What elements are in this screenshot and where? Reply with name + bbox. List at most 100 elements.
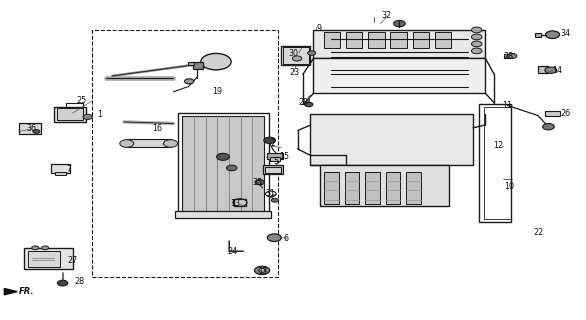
Circle shape [201, 53, 231, 70]
Bar [283, 47, 309, 64]
Circle shape [546, 31, 560, 38]
Text: 7: 7 [66, 165, 71, 174]
Bar [479, 105, 511, 222]
Circle shape [543, 124, 554, 130]
Bar [178, 113, 268, 215]
Text: 34: 34 [560, 28, 570, 38]
Bar [346, 32, 362, 48]
Text: 30: 30 [289, 49, 299, 58]
Bar [435, 32, 451, 48]
Circle shape [185, 79, 194, 84]
Text: 15: 15 [280, 152, 289, 161]
Circle shape [227, 165, 237, 171]
Bar [368, 32, 384, 48]
Text: FR.: FR. [19, 287, 35, 296]
Circle shape [258, 268, 265, 272]
Bar [28, 251, 60, 267]
Bar [263, 165, 283, 174]
Circle shape [507, 53, 517, 59]
Text: 32: 32 [381, 11, 391, 20]
Bar [265, 167, 281, 173]
Circle shape [42, 246, 49, 250]
Bar [321, 164, 449, 206]
Text: 33: 33 [258, 267, 268, 276]
Bar [23, 248, 73, 269]
Text: 24: 24 [227, 246, 237, 256]
Bar [538, 67, 548, 73]
Text: 31: 31 [265, 189, 275, 198]
Text: 28: 28 [504, 52, 514, 61]
Bar [55, 172, 66, 175]
Bar [483, 107, 512, 219]
Circle shape [120, 140, 134, 147]
Text: 12: 12 [493, 141, 503, 150]
Bar [233, 199, 246, 206]
Bar [311, 114, 473, 164]
Bar [281, 46, 311, 65]
Bar [324, 32, 340, 48]
Bar [188, 62, 194, 66]
Bar [19, 123, 41, 134]
Bar [182, 116, 264, 212]
Circle shape [271, 198, 278, 202]
Text: 26: 26 [560, 108, 570, 117]
Text: 19: 19 [212, 87, 222, 96]
Text: 16: 16 [152, 124, 162, 133]
Text: 2: 2 [270, 139, 275, 148]
Circle shape [163, 140, 178, 147]
Circle shape [472, 34, 482, 40]
Bar [345, 172, 359, 204]
Text: 29: 29 [298, 99, 309, 108]
Circle shape [32, 246, 39, 250]
Bar [270, 157, 280, 161]
Text: 1: 1 [97, 109, 102, 118]
Circle shape [472, 48, 482, 54]
Bar [535, 33, 541, 36]
Bar [175, 211, 271, 218]
Bar [390, 32, 407, 48]
Circle shape [308, 51, 316, 55]
Circle shape [472, 27, 482, 33]
Bar [193, 62, 203, 69]
Circle shape [264, 137, 275, 143]
Text: 14: 14 [553, 66, 563, 75]
Text: 22: 22 [533, 228, 544, 237]
Circle shape [83, 114, 93, 119]
Text: 25: 25 [77, 97, 87, 106]
Bar [406, 172, 421, 204]
Bar [325, 172, 339, 204]
Bar [314, 30, 485, 59]
Text: 27: 27 [67, 256, 77, 265]
Bar [57, 108, 83, 120]
Bar [92, 30, 278, 277]
Circle shape [472, 41, 482, 47]
Bar [127, 140, 171, 147]
Text: 10: 10 [505, 181, 515, 190]
Text: 36: 36 [27, 124, 37, 133]
Text: 35: 35 [253, 178, 263, 187]
Circle shape [394, 20, 406, 27]
Text: 9: 9 [316, 24, 322, 33]
Circle shape [33, 130, 40, 133]
Text: 13: 13 [230, 199, 240, 208]
Bar [314, 59, 485, 93]
Circle shape [255, 180, 264, 185]
Bar [267, 153, 283, 159]
Text: 23: 23 [289, 68, 299, 77]
Polygon shape [4, 288, 17, 295]
Circle shape [267, 234, 281, 242]
Circle shape [57, 280, 68, 286]
Bar [54, 107, 86, 122]
Bar [386, 172, 400, 204]
Bar [545, 110, 560, 116]
Text: 11: 11 [502, 101, 512, 110]
Text: 28: 28 [74, 277, 85, 286]
Circle shape [217, 153, 230, 160]
Circle shape [545, 67, 557, 73]
Text: 5: 5 [273, 157, 278, 166]
Bar [365, 172, 380, 204]
Text: 6: 6 [284, 234, 288, 243]
Bar [413, 32, 429, 48]
Circle shape [292, 56, 302, 61]
Bar [504, 54, 511, 59]
